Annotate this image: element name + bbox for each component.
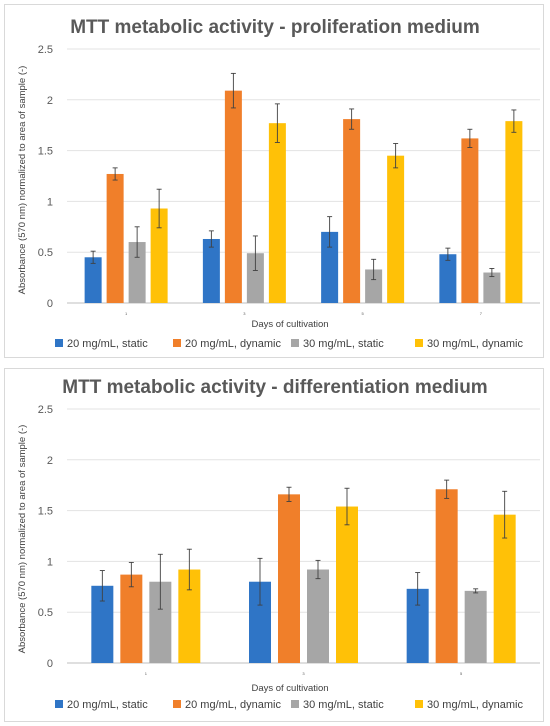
bar: [120, 574, 143, 663]
bar: [439, 254, 457, 303]
x-tick-label: 5: [362, 311, 365, 316]
error-bars: [99, 479, 508, 610]
y-tick-label: 0.5: [38, 247, 53, 259]
legend-swatch: [55, 700, 63, 708]
legend-label: 30 mg/mL, static: [303, 338, 384, 350]
legend-label: 30 mg/mL, static: [303, 699, 384, 711]
y-tick-label: 0: [47, 298, 53, 310]
bar: [149, 581, 172, 663]
legend: 20 mg/mL, static 20 mg/mL, dynamic 30 mg/m…: [55, 699, 523, 711]
gridlines: [67, 408, 540, 664]
y-tick-label: 1: [47, 556, 53, 568]
bar: [387, 155, 405, 303]
x-tick-labels: 1 3 5 7: [125, 311, 483, 316]
x-tick-label: 1: [125, 311, 128, 316]
bar: [246, 253, 264, 303]
y-tick-label: 1.5: [38, 146, 53, 158]
legend-label: 30 mg/mL, dynamic: [427, 699, 523, 711]
legend-label: 20 mg/mL, static: [67, 338, 148, 350]
differentiation-chart: MTT metabolic activity - differentiation…: [17, 377, 540, 711]
y-tick-label: 1: [47, 196, 53, 208]
legend-swatch: [291, 700, 299, 708]
legend-label: 20 mg/mL, dynamic: [185, 338, 281, 350]
bar: [321, 231, 339, 303]
bar: [224, 90, 242, 303]
y-tick-label: 1.5: [38, 506, 53, 518]
bar: [150, 208, 168, 303]
legend-swatch: [173, 339, 181, 347]
bar: [128, 242, 146, 303]
bar: [307, 569, 329, 663]
x-tick-label: 3: [243, 311, 246, 316]
legend-swatch: [55, 339, 63, 347]
bar: [336, 506, 358, 663]
bar: [91, 585, 114, 663]
bar: [343, 119, 361, 303]
x-axis-title: Days of cultivation: [251, 319, 328, 330]
bar: [461, 138, 479, 303]
bar: [505, 121, 523, 303]
legend: 20 mg/mL, static 20 mg/mL, dynamic 30 mg/m…: [55, 338, 523, 350]
y-tick-label: 0.5: [38, 607, 53, 619]
y-tick-labels: 0 0.5 1 1.5 2 2.5: [38, 404, 53, 670]
bar: [365, 269, 383, 303]
bar: [106, 173, 124, 303]
bar: [493, 514, 516, 663]
legend-swatch: [173, 700, 181, 708]
legend-swatch: [415, 700, 423, 708]
y-tick-label: 2: [47, 455, 53, 467]
legend-label: 20 mg/mL, static: [67, 699, 148, 711]
y-tick-label: 2: [47, 95, 53, 107]
y-axis-title: Absorbance (570 nm) normalized to area o…: [17, 66, 28, 295]
bar: [268, 123, 286, 303]
differentiation-chart-panel: MTT metabolic activity - differentiation…: [4, 368, 544, 722]
x-axis-title: Days of cultivation: [251, 683, 328, 694]
chart-title: MTT metabolic activity - proliferation m…: [70, 17, 480, 38]
bar: [84, 257, 102, 303]
y-tick-label: 2.5: [38, 44, 53, 56]
x-tick-label: 3: [302, 671, 305, 676]
y-tick-label: 0: [47, 658, 53, 670]
y-axis-title: Absorbance (570 nm) normalized to area o…: [17, 425, 28, 654]
bars: [91, 489, 516, 663]
x-tick-labels: 1 3 5: [145, 671, 463, 676]
legend-label: 20 mg/mL, dynamic: [185, 699, 281, 711]
legend-swatch: [415, 339, 423, 347]
bar: [278, 494, 300, 663]
bar: [483, 272, 501, 303]
proliferation-chart: MTT metabolic activity - proliferation m…: [17, 17, 540, 350]
bar: [249, 581, 271, 663]
bar: [202, 238, 220, 303]
x-tick-label: 5: [460, 671, 463, 676]
y-tick-labels: 0 0.5 1 1.5 2 2.5: [38, 44, 53, 310]
bars: [84, 90, 523, 303]
bar: [435, 489, 458, 663]
bar: [464, 590, 487, 663]
bar: [406, 588, 429, 663]
error-bars: [90, 72, 517, 281]
x-tick-label: 1: [145, 671, 148, 676]
chart-title: MTT metabolic activity - differentiation…: [62, 377, 487, 398]
bar: [178, 569, 201, 663]
legend-label: 30 mg/mL, dynamic: [427, 338, 523, 350]
y-tick-label: 2.5: [38, 404, 53, 416]
x-tick-label: 7: [480, 311, 483, 316]
legend-swatch: [291, 339, 299, 347]
proliferation-chart-panel: MTT metabolic activity - proliferation m…: [4, 4, 544, 358]
gridlines: [67, 48, 540, 304]
